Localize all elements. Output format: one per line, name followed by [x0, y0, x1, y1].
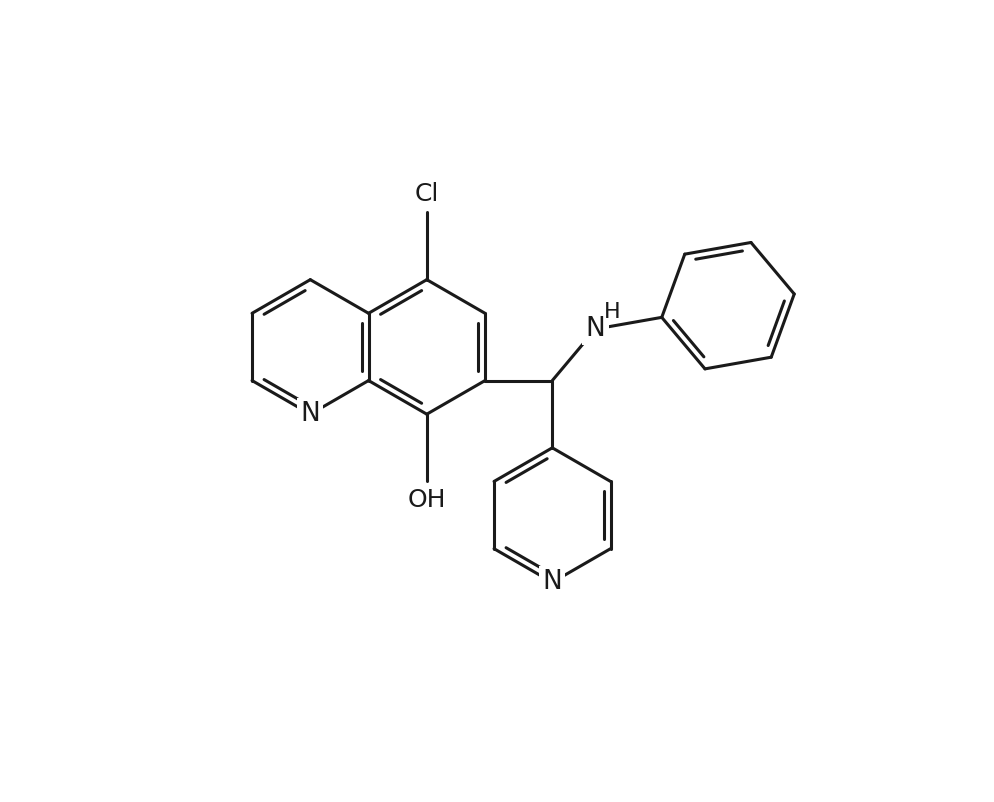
Text: Cl: Cl — [414, 182, 438, 206]
Text: N: N — [542, 569, 562, 595]
Text: N: N — [300, 401, 320, 427]
Text: OH: OH — [408, 488, 445, 512]
Text: N: N — [585, 316, 604, 342]
Text: H: H — [603, 302, 620, 322]
